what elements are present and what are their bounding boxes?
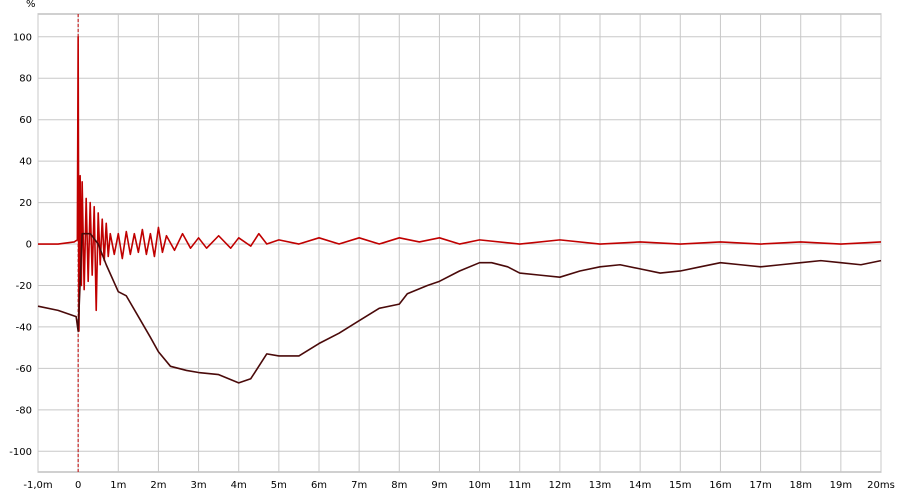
x-tick-label: 2m xyxy=(150,480,166,491)
series-line xyxy=(37,232,882,384)
x-tick-label: 12m xyxy=(549,480,571,491)
x-tick-label: 10m xyxy=(468,480,490,491)
x-tick-label: 0 xyxy=(75,480,81,491)
y-tick-label: -80 xyxy=(16,405,32,416)
x-tick-label: 8m xyxy=(391,480,407,491)
y-tick-label: 60 xyxy=(19,115,32,126)
x-tick-label: 4m xyxy=(231,480,247,491)
x-tick-label: 11m xyxy=(508,480,530,491)
y-axis-label: % xyxy=(26,0,36,10)
y-tick-label: -20 xyxy=(16,281,32,292)
y-tick-label: -60 xyxy=(16,364,32,375)
x-tick-label: 17m xyxy=(749,480,771,491)
y-tick-label: 80 xyxy=(19,74,32,85)
x-tick-label: 19m xyxy=(830,480,852,491)
x-tick-label: 5m xyxy=(271,480,287,491)
x-tick-label: 6m xyxy=(311,480,327,491)
x-tick-label: 3m xyxy=(191,480,207,491)
y-tick-label: 100 xyxy=(13,32,32,43)
x-tick-label: 20ms xyxy=(867,480,895,491)
series-line xyxy=(38,36,882,332)
x-tick-label: 1m xyxy=(110,480,126,491)
x-tick-label: 16m xyxy=(709,480,731,491)
y-tick-label: -40 xyxy=(16,322,32,333)
y-tick-label: 40 xyxy=(19,157,32,168)
x-tick-label: 13m xyxy=(589,480,611,491)
x-tick-label: 18m xyxy=(789,480,811,491)
x-tick-label: 14m xyxy=(629,480,651,491)
y-tick-label: 20 xyxy=(19,198,32,209)
y-tick-label: 0 xyxy=(26,240,32,251)
x-tick-label: 7m xyxy=(351,480,367,491)
x-tick-label: -1,0m xyxy=(23,480,52,491)
x-tick-label: 15m xyxy=(669,480,691,491)
y-tick-label: -100 xyxy=(9,447,32,458)
x-tick-label: 9m xyxy=(431,480,447,491)
